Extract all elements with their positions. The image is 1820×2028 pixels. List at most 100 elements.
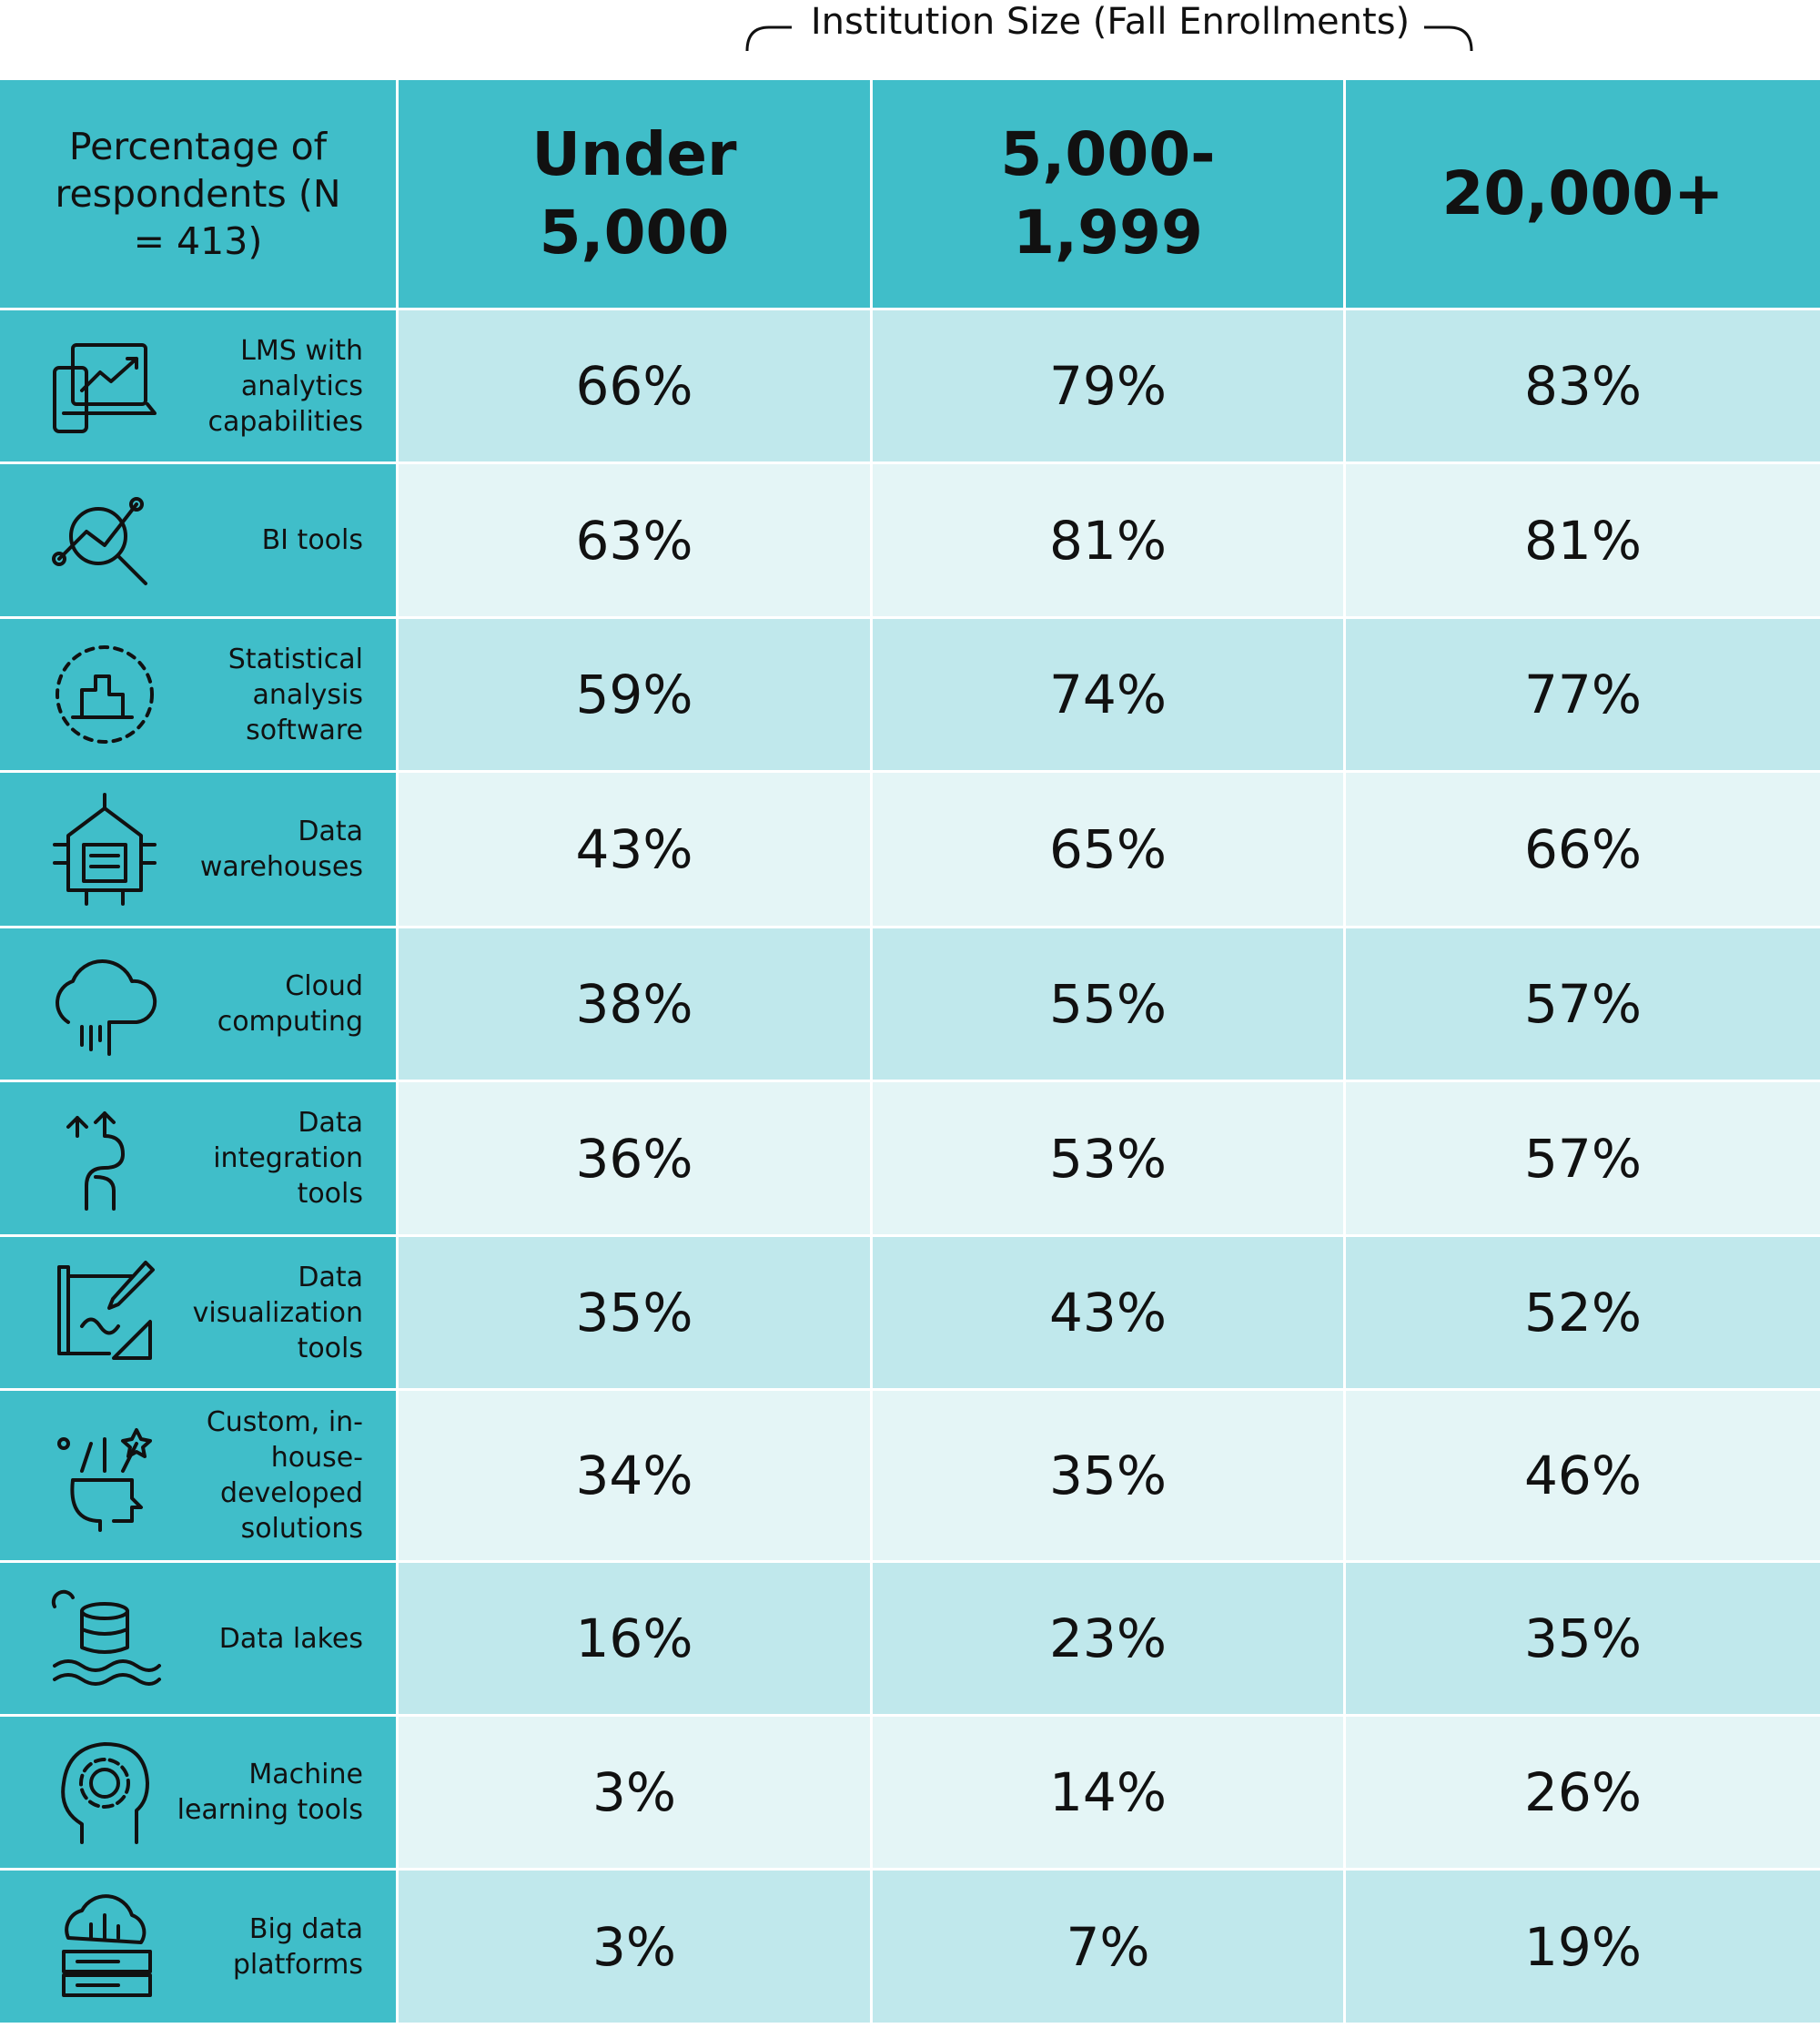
value-text: 79%	[1049, 355, 1167, 417]
value-cell: 35%	[1346, 1563, 1820, 1717]
value-cell: 81%	[1346, 464, 1820, 619]
value-cell: 57%	[1346, 1082, 1820, 1237]
value-cell: 81%	[873, 464, 1346, 619]
caption-text: Institution Size (Fall Enrollments)	[810, 1, 1410, 43]
icon	[56, 645, 154, 744]
value-text: 35%	[1049, 1445, 1167, 1506]
value-cell: 3%	[399, 1871, 873, 2025]
column-header: Under 5,000	[399, 80, 873, 310]
value-text: 35%	[575, 1282, 693, 1344]
value-cell: 34%	[399, 1391, 873, 1563]
label-text: Cloud computing	[217, 970, 363, 1038]
value-cell: 36%	[399, 1082, 873, 1237]
value-text: 66%	[575, 355, 693, 417]
value-text: 55%	[1049, 973, 1167, 1035]
value-text: 66%	[1524, 818, 1642, 880]
value-cell: 63%	[399, 464, 873, 619]
caption: Institution Size (Fall Enrollments)	[0, 0, 1820, 73]
value-cell: 79%	[873, 310, 1346, 464]
value-text: 23%	[1049, 1607, 1167, 1669]
value-text: 35%	[1524, 1607, 1642, 1669]
value-text: 83%	[1524, 355, 1642, 417]
label-text: BI tools	[261, 524, 363, 556]
value-text: 36%	[575, 1127, 693, 1190]
value-cell: 7%	[873, 1871, 1346, 2025]
icon	[53, 343, 157, 433]
value-text: 43%	[575, 818, 693, 880]
row-label: LMS with analytics capabilities	[0, 310, 399, 464]
value-cell: 3%	[399, 1717, 873, 1871]
value-text: 3%	[592, 1915, 676, 1978]
value-text: 16%	[575, 1607, 693, 1669]
label-text: Data visualization tools	[192, 1261, 363, 1364]
header-text: 20,000+	[1441, 158, 1724, 228]
row-label: Statistical analysis software	[0, 619, 399, 773]
value-cell: 35%	[399, 1237, 873, 1391]
icon	[53, 793, 157, 906]
label-text: LMS with analytics capabilities	[207, 334, 363, 438]
row-label: Big data platforms	[0, 1871, 399, 2025]
icon	[56, 959, 157, 1056]
icon	[51, 1589, 161, 1686]
row-label: Data integration tools	[0, 1082, 399, 1237]
row-label: Machine learning tools	[0, 1717, 399, 1871]
value-cell: 35%	[873, 1391, 1346, 1563]
header-text: Percentage of respondents (N = 413)	[55, 125, 341, 263]
value-text: 53%	[1049, 1127, 1167, 1190]
label-text: Statistical analysis software	[228, 643, 363, 746]
value-text: 57%	[1524, 973, 1642, 1035]
value-text: 57%	[1524, 1127, 1642, 1190]
value-text: 34%	[575, 1445, 693, 1506]
value-cell: 43%	[873, 1237, 1346, 1391]
icon	[57, 1428, 152, 1532]
value-cell: 65%	[873, 773, 1346, 928]
value-text: 14%	[1049, 1761, 1167, 1823]
icon	[52, 496, 147, 585]
header-text: Under 5,000	[531, 119, 737, 268]
label-text: Data lakes	[218, 1622, 363, 1655]
value-cell: 46%	[1346, 1391, 1820, 1563]
value-cell: 14%	[873, 1717, 1346, 1871]
bracket	[745, 25, 1473, 52]
icon	[66, 1110, 125, 1211]
value-text: 26%	[1524, 1761, 1642, 1823]
value-text: 7%	[1066, 1915, 1150, 1978]
value-cell: 83%	[1346, 310, 1820, 464]
row-label: Data visualization tools	[0, 1237, 399, 1391]
icon	[57, 1261, 155, 1360]
value-text: 81%	[1524, 509, 1642, 572]
value-cell: 77%	[1346, 619, 1820, 773]
value-text: 43%	[1049, 1282, 1167, 1344]
row-label: Cloud computing	[0, 928, 399, 1082]
value-text: 46%	[1524, 1445, 1642, 1506]
value-cell: 38%	[399, 928, 873, 1082]
label-text: Data integration tools	[213, 1107, 363, 1210]
value-cell: 55%	[873, 928, 1346, 1082]
value-text: 63%	[575, 509, 693, 572]
row-header-title: Percentage of respondents (N = 413)	[0, 80, 399, 310]
value-text: 81%	[1049, 509, 1167, 572]
value-text: 77%	[1524, 664, 1642, 725]
table: Percentage of respondents (N = 413) Under…	[0, 80, 1820, 2025]
value-cell: 57%	[1346, 928, 1820, 1082]
icon	[62, 1893, 152, 1997]
row-label: Data lakes	[0, 1563, 399, 1717]
value-cell: 52%	[1346, 1237, 1820, 1391]
value-text: 59%	[575, 664, 693, 725]
value-text: 52%	[1524, 1282, 1642, 1344]
row-label: BI tools	[0, 464, 399, 619]
value-cell: 53%	[873, 1082, 1346, 1237]
label-text: Machine learning tools	[177, 1759, 363, 1826]
label-text: Custom, in-house-developed solutions	[206, 1406, 363, 1545]
value-cell: 26%	[1346, 1717, 1820, 1871]
label-text: Big data platforms	[232, 1912, 363, 1981]
label-text: Data warehouses	[199, 816, 363, 883]
column-header: 20,000+	[1346, 80, 1820, 310]
row-label: Custom, in-house-developed solutions	[0, 1391, 399, 1563]
value-cell: 43%	[399, 773, 873, 928]
value-cell: 66%	[1346, 773, 1820, 928]
value-text: 65%	[1049, 818, 1167, 880]
row-label: Data warehouses	[0, 773, 399, 928]
value-cell: 66%	[399, 310, 873, 464]
